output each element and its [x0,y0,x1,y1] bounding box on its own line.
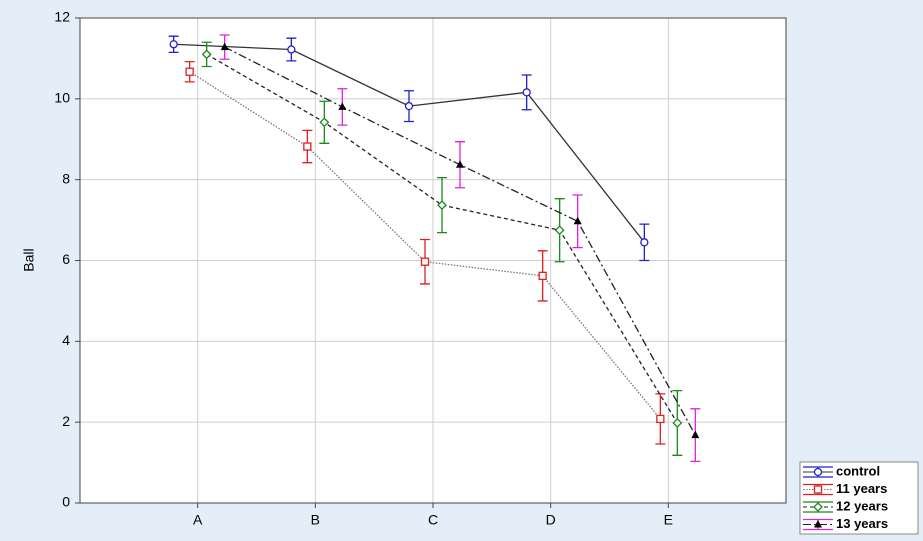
marker [319,117,330,128]
legend-marker [813,467,823,477]
y-tick-label: 0 [62,494,70,510]
marker [303,142,312,151]
legend-label: 13 years [836,516,888,531]
marker [201,49,212,60]
y-tick-label: 4 [62,332,70,348]
legend-item: control [803,463,880,478]
marker [538,271,547,281]
marker [437,200,447,211]
y-tick-label: 12 [54,9,70,25]
legend-marker [813,485,823,494]
marker [220,42,229,51]
series [168,35,650,262]
x-tick-label: C [428,512,438,528]
y-tick-label: 2 [62,413,70,429]
legend-marker [814,520,822,528]
marker [554,225,565,236]
x-tick-label: D [546,512,556,528]
x-tick-label: B [311,512,320,528]
legend-label: 11 years [836,481,887,496]
marker [522,88,531,97]
marker [169,40,178,49]
legend-label: control [836,463,880,478]
marker [185,67,194,76]
legend-marker [813,502,823,512]
marker [287,45,296,54]
x-tick-label: A [193,512,203,528]
series [184,61,666,445]
marker [456,160,464,168]
marker [672,418,683,428]
series [219,34,701,463]
legend-label: 12 years [836,498,888,513]
grid [80,17,786,504]
y-tick-label: 8 [62,170,70,186]
legend-item: 12 years [803,498,888,513]
marker [338,102,347,110]
marker [420,257,430,266]
y-tick-label: 10 [54,90,70,106]
legend-item: 11 years [803,481,887,496]
y-tick-label: 6 [62,251,70,267]
y-axis-label: Ball [21,248,37,271]
marker [404,101,414,111]
x-tick-label: E [664,512,673,528]
marker [640,238,649,247]
marker [691,430,700,439]
marker [573,216,582,225]
legend-item: 13 years [803,516,888,531]
marker [656,414,665,424]
